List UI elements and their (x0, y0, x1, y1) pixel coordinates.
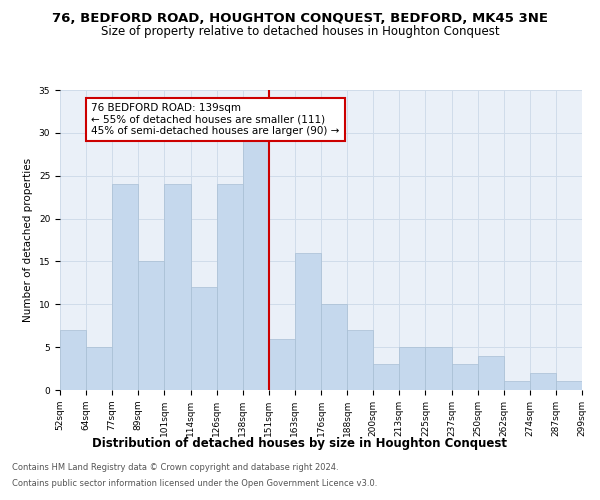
Bar (373, 364, 400, 390)
Bar (556, 382, 582, 390)
Bar (191, 287, 217, 390)
Bar (217, 184, 243, 390)
Bar (269, 338, 295, 390)
Bar (425, 347, 452, 390)
Bar (164, 184, 191, 390)
Text: Distribution of detached houses by size in Houghton Conquest: Distribution of detached houses by size … (92, 438, 508, 450)
Bar (139, 262, 164, 390)
Text: Size of property relative to detached houses in Houghton Conquest: Size of property relative to detached ho… (101, 25, 499, 38)
Bar (400, 347, 425, 390)
Bar (86, 347, 112, 390)
Bar (530, 373, 556, 390)
Bar (295, 253, 321, 390)
Bar (478, 356, 504, 390)
Bar (112, 184, 139, 390)
Text: 76 BEDFORD ROAD: 139sqm
← 55% of detached houses are smaller (111)
45% of semi-d: 76 BEDFORD ROAD: 139sqm ← 55% of detache… (91, 103, 340, 136)
Y-axis label: Number of detached properties: Number of detached properties (23, 158, 33, 322)
Text: Contains public sector information licensed under the Open Government Licence v3: Contains public sector information licen… (12, 478, 377, 488)
Text: 76, BEDFORD ROAD, HOUGHTON CONQUEST, BEDFORD, MK45 3NE: 76, BEDFORD ROAD, HOUGHTON CONQUEST, BED… (52, 12, 548, 26)
Bar (60, 330, 86, 390)
Bar (243, 142, 269, 390)
Bar (347, 330, 373, 390)
Bar (452, 364, 478, 390)
Bar (321, 304, 347, 390)
Text: Contains HM Land Registry data © Crown copyright and database right 2024.: Contains HM Land Registry data © Crown c… (12, 464, 338, 472)
Bar (504, 382, 530, 390)
